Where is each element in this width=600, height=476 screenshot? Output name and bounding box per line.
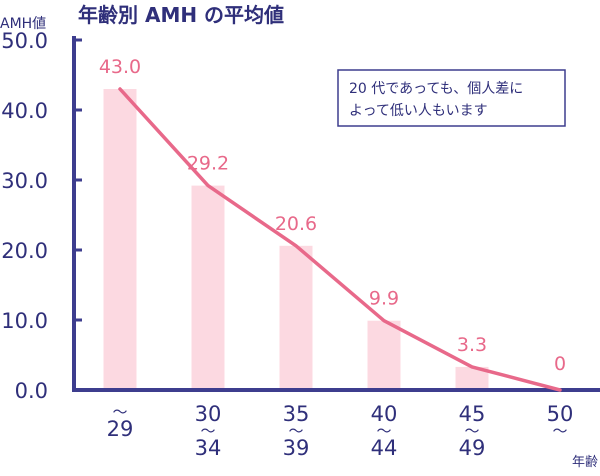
x-category-label-1: 〜 29: [107, 403, 134, 441]
y-tick-label: 10.0: [1, 309, 48, 333]
range-number: 30: [195, 402, 222, 426]
annotation-frame: [337, 69, 566, 127]
value-labels-group: 43.0 29.2 20.6 9.9 3.3 0: [99, 56, 566, 375]
bars-group: [103, 89, 489, 390]
trend-line: [118, 87, 562, 392]
value-label-6: 0: [554, 353, 566, 375]
x-category-label-6: 50 〜: [547, 402, 574, 440]
y-axis-label: AMH値: [0, 16, 46, 32]
bar-1: [103, 89, 137, 390]
value-label-5: 3.3: [457, 334, 487, 356]
bar-3: [279, 245, 313, 390]
annotation-box: 20 代であっても、個人差によって低い人もいます: [337, 69, 566, 127]
annotation-line: よって低い人もいます: [349, 103, 488, 119]
range-number: 50: [547, 402, 574, 426]
value-label-4: 9.9: [369, 288, 399, 310]
range-number: 40: [371, 402, 398, 426]
range-number: 45: [459, 402, 486, 426]
value-label-1: 43.0: [99, 56, 141, 78]
bar-5: [455, 366, 489, 390]
annotation-text: 20 代であっても、個人差によって低い人もいます: [349, 81, 523, 119]
trend-line-group: [118, 87, 562, 392]
range-number: 29: [107, 417, 134, 441]
x-category-label-5: 45 〜 49: [459, 402, 486, 460]
y-tick-label: 0.0: [15, 379, 48, 403]
y-ticks-group: 0.0 10.0 20.0 30.0 40.0 50.0: [1, 29, 82, 403]
x-category-label-2: 30 〜 34: [195, 402, 222, 460]
value-label-3: 20.6: [275, 213, 317, 235]
value-label-2: 29.2: [187, 153, 229, 175]
x-axis-label: 年齢: [572, 455, 598, 470]
y-tick-label: 30.0: [1, 169, 48, 193]
bar-4: [367, 320, 401, 390]
range-tilde: 〜: [200, 422, 215, 440]
range-tilde: 〜: [376, 422, 391, 440]
annotation-line: 20 代であっても、個人差に: [349, 81, 523, 97]
chart-title: 年齢別 AMH の平均値: [78, 3, 284, 27]
range-tilde: 〜: [112, 403, 127, 421]
y-tick-label: 20.0: [1, 239, 48, 263]
range-number: 39: [283, 436, 310, 460]
bar-2: [191, 185, 225, 390]
range-number: 49: [459, 436, 486, 460]
x-category-label-3: 35 〜 39: [283, 402, 310, 460]
range-tilde: 〜: [288, 422, 303, 440]
range-tilde: 〜: [552, 422, 567, 440]
axes-group: [72, 36, 600, 392]
range-number: 34: [195, 436, 222, 460]
range-number: 44: [371, 436, 398, 460]
x-category-label-4: 40 〜 44: [371, 402, 398, 460]
range-tilde: 〜: [464, 422, 479, 440]
range-number: 35: [283, 402, 310, 426]
y-tick-label: 40.0: [1, 99, 48, 123]
y-tick-label: 50.0: [1, 29, 48, 53]
